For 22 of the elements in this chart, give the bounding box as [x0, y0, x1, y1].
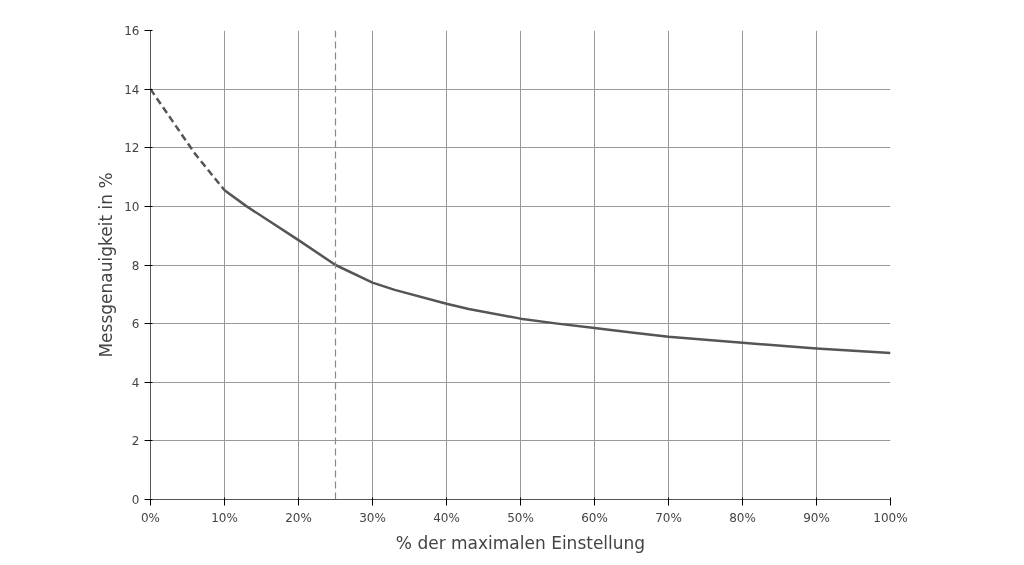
x-tick-label: 100%	[873, 510, 908, 525]
y-tick-label: 8	[131, 258, 140, 273]
y-tick-label: 2	[131, 434, 140, 449]
y-tick-label: 14	[124, 82, 140, 97]
x-tick-label: 20%	[285, 510, 312, 525]
x-tick-label: 30%	[359, 510, 386, 525]
y-tick-label: 16	[124, 24, 140, 38]
y-tick-label: 10	[124, 199, 140, 214]
x-tick-label: 40%	[433, 510, 460, 525]
y-tick-label: 12	[124, 141, 140, 156]
y-axis-title: Messgenauigkeit in %	[96, 172, 117, 358]
x-axis-title: % der maximalen Einstellung	[395, 532, 646, 553]
y-tick-label: 4	[131, 375, 140, 390]
x-tick-label: 80%	[729, 510, 756, 525]
x-tick-label: 50%	[507, 510, 534, 525]
y-tick-label: 6	[131, 317, 140, 332]
x-tick-label: 0%	[140, 510, 161, 525]
x-tick-label: 90%	[803, 510, 830, 525]
x-tick-label: 70%	[655, 510, 682, 525]
x-tick-label: 60%	[581, 510, 608, 525]
x-tick-label: 10%	[211, 510, 238, 525]
y-tick-label: 0	[131, 493, 140, 507]
